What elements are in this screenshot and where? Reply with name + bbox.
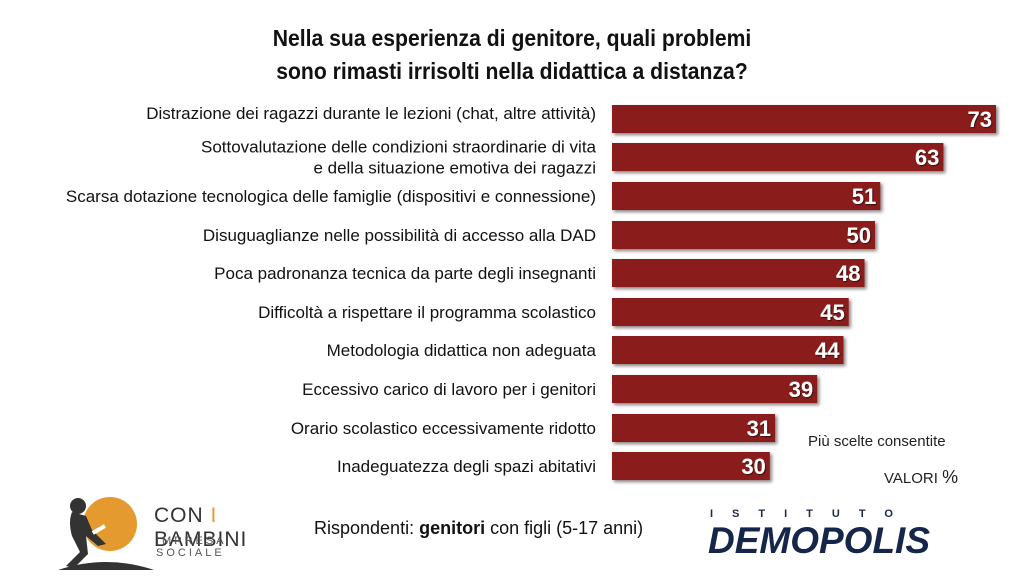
logo-demopolis: DEMOPOLIS [708, 520, 931, 561]
bar-4 [612, 221, 876, 249]
respondents-group: genitori [419, 518, 486, 538]
logo-subtitle: IMPRESA SOCIALE [156, 535, 226, 559]
bar-7 [612, 336, 844, 364]
logo-istituto: ISTITUTO [710, 508, 912, 520]
respondents-suffix: con figli (5-17 anni) [485, 518, 644, 538]
category-label-8: Eccessivo carico di lavoro per i genitor… [302, 380, 596, 399]
category-label-3: Scarsa dotazione tecnologica delle famig… [66, 187, 596, 206]
values-note: VALORI % [884, 467, 958, 488]
bar-value-label-4: 50 [847, 223, 871, 248]
logo-brand-text: CON I BAMBINI [154, 504, 298, 552]
chart-title-line-1: Nella sua esperienza di genitore, quali … [272, 25, 752, 51]
bar-value-label-2: 63 [915, 145, 939, 170]
bar-10 [612, 452, 770, 480]
bar-3 [612, 182, 881, 210]
logo-brand-part3: BAMBINI [154, 528, 248, 551]
bar-value-label-9: 31 [747, 416, 771, 441]
logo-brand-part2: I [210, 504, 218, 527]
con-i-bambini-logo: CON I BAMBINI IMPRESA SOCIALE [58, 492, 298, 572]
category-label-1: Distrazione dei ragazzi durante le lezio… [146, 104, 596, 123]
category-label-10: Inadeguatezza degli spazi abitativi [337, 457, 596, 476]
category-label-4: Disuguaglianze nelle possibilità di acce… [203, 226, 596, 245]
child-reading-icon [58, 497, 154, 570]
bar-5 [612, 259, 865, 287]
bar-8 [612, 375, 818, 403]
demopolis-logo: ISTITUTO DEMOPOLIS [708, 508, 972, 570]
values-word: VALORI [884, 470, 938, 487]
bar-value-label-1: 73 [968, 107, 992, 132]
category-label-6: Difficoltà a rispettare il programma sco… [258, 303, 596, 322]
bar-value-label-6: 45 [820, 300, 844, 325]
respondents-note: Rispondenti: genitori con figli (5-17 an… [314, 518, 643, 539]
bars-group: 73 Distrazione dei ragazzi durante le lez… [66, 104, 996, 480]
category-label-7: Metodologia didattica non adeguata [327, 341, 597, 360]
bar-value-label-10: 30 [741, 454, 765, 479]
values-unit: % [942, 467, 959, 487]
category-label-5: Poca padronanza tecnica da parte degli i… [214, 264, 596, 283]
category-label-9: Orario scolastico eccessivamente ridotto [291, 419, 596, 438]
bar-2 [612, 143, 944, 171]
bar-1 [612, 105, 996, 133]
logo-brand-part1: CON [154, 504, 211, 527]
respondents-prefix: Rispondenti: [314, 518, 420, 538]
bar-9 [612, 414, 776, 442]
bar-value-label-7: 44 [815, 338, 840, 363]
multiple-choice-note: Più scelte consentite [808, 433, 946, 450]
bar-value-label-5: 48 [836, 261, 860, 286]
category-label-2: Sottovalutazione delle condizioni straor… [201, 138, 597, 178]
bar-value-label-3: 51 [852, 184, 876, 209]
bar-chart: 73 Distrazione dei ragazzi durante le lez… [66, 104, 996, 480]
chart-title-line-2: sono rimasti irrisolti nella didattica a… [276, 58, 748, 84]
bar-value-label-8: 39 [789, 377, 813, 402]
chart-title: Nella sua esperienza di genitore, quali … [41, 22, 983, 88]
bar-6 [612, 298, 849, 326]
